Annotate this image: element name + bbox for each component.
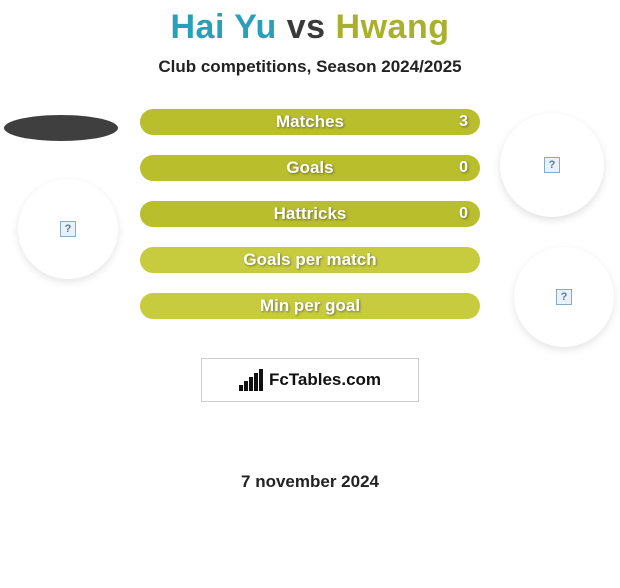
left-decor [4,109,134,409]
title-vs: vs [287,8,326,46]
brand-logo: FcTables.com [239,369,381,391]
stat-bar-label: Min per goal [260,296,360,316]
stat-bar: Goals 0 [140,155,480,181]
stat-bar-value: 0 [459,159,468,177]
placeholder-image-icon [556,289,572,305]
title-player2: Hwang [336,8,450,46]
stat-bar-value: 0 [459,205,468,223]
title-player1: Hai Yu [171,8,277,46]
right-player-circle-1 [500,113,604,217]
stat-bar-label: Goals [286,158,333,178]
page-title: Hai Yu vs Hwang [0,8,620,47]
right-decor [486,109,616,409]
left-ellipse [4,115,118,141]
stat-bar-label: Goals per match [243,250,376,270]
brand-text: FcTables.com [269,370,381,390]
stat-bar: Hattricks 0 [140,201,480,227]
placeholder-image-icon [60,221,76,237]
right-player-circle-2 [514,247,614,347]
left-player-circle [18,179,118,279]
stat-bar: Matches 3 [140,109,480,135]
brand-box[interactable]: FcTables.com [201,358,419,402]
subtitle: Club competitions, Season 2024/2025 [0,57,620,77]
stat-bar-value: 3 [459,113,468,131]
date-line: 7 november 2024 [0,472,620,492]
stat-bar: Goals per match [140,247,480,273]
brand-bars-icon [239,369,265,391]
stat-bar: Min per goal [140,293,480,319]
stat-bars: Matches 3 Goals 0 Hattricks 0 Goals per match M… [140,109,480,339]
stat-bar-label: Hattricks [274,204,347,224]
stat-bar-label: Matches [276,112,344,132]
placeholder-image-icon [544,157,560,173]
